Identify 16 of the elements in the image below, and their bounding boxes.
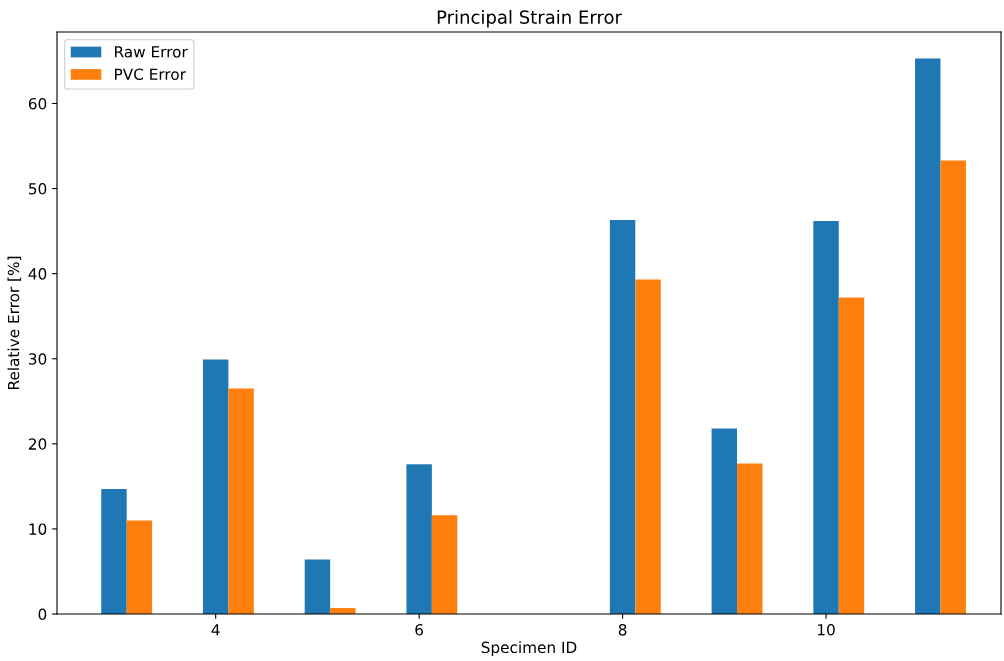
y-tick-label: 40 xyxy=(28,268,47,280)
y-tick-label: 10 xyxy=(29,523,47,535)
y-tick-label: 60 xyxy=(28,97,47,110)
x-tick-label: 6 xyxy=(415,623,424,636)
x-tick-label: 10 xyxy=(817,623,835,636)
y-tick-label: 30 xyxy=(29,353,47,365)
y-tick-label: 50 xyxy=(29,183,47,195)
x-tick-label: 4 xyxy=(211,624,220,636)
legend-label: Raw Error xyxy=(115,46,188,58)
chart-title: Principal Strain Error xyxy=(437,9,622,28)
x-axis-title: Specimen ID xyxy=(481,641,577,657)
y-tick-label: 0 xyxy=(38,608,47,621)
y-tick-label: 20 xyxy=(28,438,47,450)
x-tick-label: 8 xyxy=(618,623,627,636)
y-axis-title: Relative Error [%] xyxy=(7,256,22,389)
legend-label: PVC Error xyxy=(115,68,186,80)
